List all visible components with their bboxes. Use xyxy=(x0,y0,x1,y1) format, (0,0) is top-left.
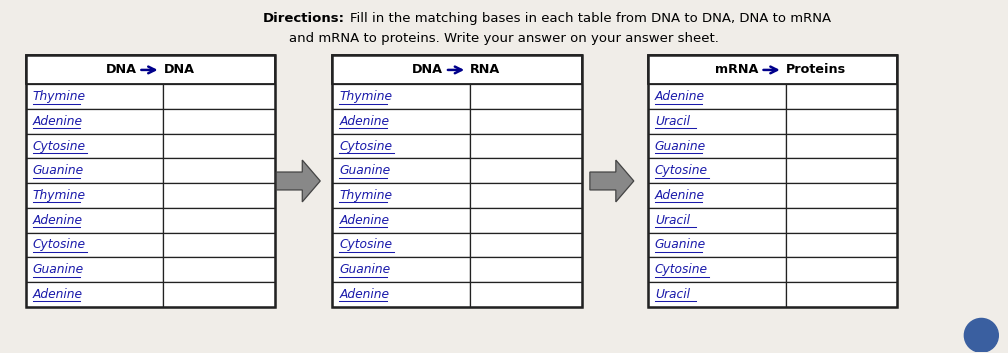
Text: Cytosine: Cytosine xyxy=(32,140,86,152)
Text: Fill in the matching bases in each table from DNA to DNA, DNA to mRNA: Fill in the matching bases in each table… xyxy=(350,12,832,25)
Bar xyxy=(648,282,785,307)
Bar xyxy=(785,134,897,158)
Bar xyxy=(648,158,785,183)
Text: Adenine: Adenine xyxy=(655,189,705,202)
Bar xyxy=(333,55,582,84)
Bar xyxy=(470,257,582,282)
Bar xyxy=(470,134,582,158)
Bar xyxy=(470,183,582,208)
Text: Adenine: Adenine xyxy=(340,115,389,128)
Bar xyxy=(25,208,163,233)
Text: Guanine: Guanine xyxy=(340,263,390,276)
Bar xyxy=(470,109,582,134)
Bar xyxy=(648,257,785,282)
Bar xyxy=(25,55,275,307)
Bar xyxy=(785,109,897,134)
Bar xyxy=(648,55,897,84)
Text: Thymine: Thymine xyxy=(32,90,86,103)
Bar xyxy=(163,84,275,109)
Bar xyxy=(163,158,275,183)
Bar xyxy=(25,84,163,109)
Text: Guanine: Guanine xyxy=(32,263,84,276)
Bar xyxy=(785,257,897,282)
Bar xyxy=(648,55,897,307)
Text: Directions:: Directions: xyxy=(262,12,345,25)
Text: Adenine: Adenine xyxy=(340,214,389,227)
Bar xyxy=(785,282,897,307)
Text: Thymine: Thymine xyxy=(340,189,392,202)
Bar xyxy=(648,233,785,257)
Bar xyxy=(163,282,275,307)
Bar xyxy=(333,233,470,257)
Bar xyxy=(163,109,275,134)
Bar xyxy=(333,282,470,307)
Bar xyxy=(333,257,470,282)
Text: Uracil: Uracil xyxy=(655,115,689,128)
Text: Cytosine: Cytosine xyxy=(340,238,392,251)
Bar xyxy=(785,233,897,257)
Text: Uracil: Uracil xyxy=(655,288,689,301)
Text: Guanine: Guanine xyxy=(32,164,84,177)
Bar xyxy=(25,233,163,257)
Text: Adenine: Adenine xyxy=(32,115,83,128)
Text: DNA: DNA xyxy=(412,64,444,76)
Bar xyxy=(25,282,163,307)
Bar xyxy=(470,208,582,233)
Text: Cytosine: Cytosine xyxy=(655,164,708,177)
Bar xyxy=(163,183,275,208)
Text: Thymine: Thymine xyxy=(32,189,86,202)
Bar xyxy=(648,109,785,134)
Bar xyxy=(163,257,275,282)
Bar xyxy=(25,257,163,282)
Bar xyxy=(25,158,163,183)
Polygon shape xyxy=(590,160,634,202)
Bar xyxy=(163,233,275,257)
Bar xyxy=(785,158,897,183)
Text: DNA: DNA xyxy=(163,64,195,76)
Polygon shape xyxy=(276,160,321,202)
Text: Adenine: Adenine xyxy=(340,288,389,301)
Bar xyxy=(785,208,897,233)
Bar xyxy=(470,84,582,109)
Bar xyxy=(648,84,785,109)
Text: Thymine: Thymine xyxy=(340,90,392,103)
Text: DNA: DNA xyxy=(106,64,136,76)
Bar xyxy=(333,208,470,233)
Bar xyxy=(333,134,470,158)
Text: Guanine: Guanine xyxy=(655,238,706,251)
Text: and mRNA to proteins. Write your answer on your answer sheet.: and mRNA to proteins. Write your answer … xyxy=(289,31,719,44)
Bar xyxy=(163,134,275,158)
Bar xyxy=(25,55,275,84)
Bar xyxy=(785,84,897,109)
Bar xyxy=(785,183,897,208)
Bar xyxy=(25,134,163,158)
Bar xyxy=(333,55,582,307)
Text: Guanine: Guanine xyxy=(655,140,706,152)
Text: Uracil: Uracil xyxy=(655,214,689,227)
Bar xyxy=(470,158,582,183)
Text: Guanine: Guanine xyxy=(340,164,390,177)
Circle shape xyxy=(965,318,998,352)
Bar xyxy=(470,282,582,307)
Bar xyxy=(333,158,470,183)
Text: RNA: RNA xyxy=(470,64,500,76)
Bar xyxy=(163,208,275,233)
Text: Adenine: Adenine xyxy=(655,90,705,103)
Bar xyxy=(648,134,785,158)
Text: Cytosine: Cytosine xyxy=(655,263,708,276)
Text: Cytosine: Cytosine xyxy=(32,238,86,251)
Bar xyxy=(648,208,785,233)
Bar xyxy=(470,233,582,257)
Bar xyxy=(333,183,470,208)
Text: Adenine: Adenine xyxy=(32,288,83,301)
Bar xyxy=(333,84,470,109)
Text: Cytosine: Cytosine xyxy=(340,140,392,152)
Text: Adenine: Adenine xyxy=(32,214,83,227)
Bar xyxy=(333,109,470,134)
Text: mRNA: mRNA xyxy=(716,64,759,76)
Bar xyxy=(25,109,163,134)
Bar xyxy=(25,183,163,208)
Bar xyxy=(648,183,785,208)
Text: Proteins: Proteins xyxy=(785,64,846,76)
